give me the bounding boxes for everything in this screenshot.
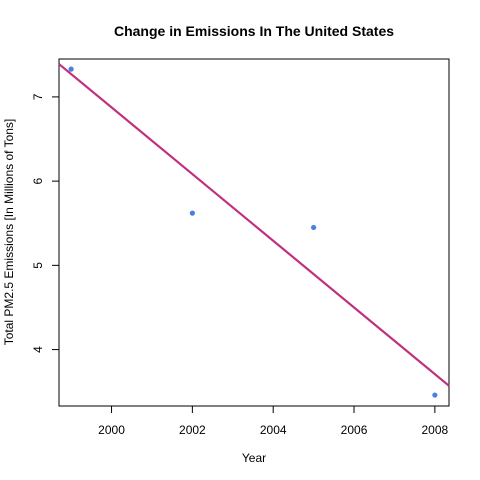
plot-frame — [58, 58, 450, 407]
x-tick-label: 2000 — [98, 423, 125, 437]
data-point — [68, 66, 74, 72]
trend-line — [58, 63, 450, 387]
x-tick-label: 2004 — [260, 423, 287, 437]
y-axis-label: Total PM2.5 Emissions [In Millions of To… — [2, 119, 16, 346]
chart-title: Change in Emissions In The United States — [114, 23, 394, 39]
x-tick-label: 2006 — [341, 423, 368, 437]
x-tick-label: 2002 — [179, 423, 206, 437]
y-tick-label: 7 — [31, 93, 45, 100]
y-tick-label: 4 — [31, 346, 45, 353]
y-axis: 4 5 6 7 — [31, 93, 59, 353]
data-point — [189, 210, 195, 216]
x-axis: 2000 2002 2004 2006 2008 — [98, 406, 449, 437]
trend-line-group — [58, 63, 450, 387]
data-point — [311, 224, 317, 231]
x-tick-label: 2008 — [422, 423, 449, 437]
y-tick-label: 5 — [31, 262, 45, 269]
y-tick-label: 6 — [31, 177, 45, 184]
data-point — [432, 392, 438, 398]
data-points — [68, 66, 438, 398]
x-axis-label: Year — [242, 451, 266, 465]
